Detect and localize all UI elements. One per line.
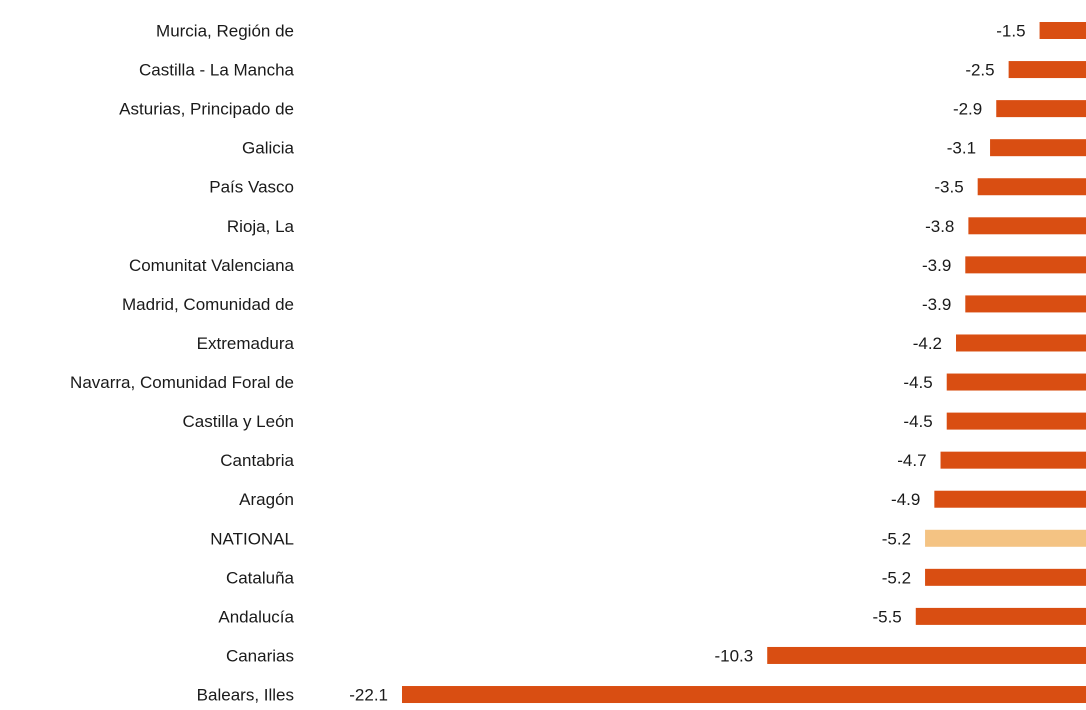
category-label: Cantabria bbox=[220, 451, 294, 470]
data-label: -3.5 bbox=[934, 178, 963, 197]
data-label: -4.7 bbox=[897, 451, 926, 470]
bar bbox=[977, 178, 1086, 196]
category-label: País Vasco bbox=[209, 178, 294, 197]
data-label: -1.5 bbox=[996, 22, 1025, 41]
bar bbox=[946, 412, 1086, 430]
bar bbox=[1008, 61, 1086, 79]
data-label: -4.5 bbox=[903, 412, 932, 431]
category-label: Castilla y León bbox=[182, 412, 294, 431]
category-label: Balears, Illes bbox=[197, 686, 294, 705]
bar bbox=[965, 295, 1086, 313]
bar bbox=[956, 334, 1086, 352]
bar bbox=[996, 100, 1086, 118]
bars bbox=[402, 22, 1086, 704]
data-label: -3.9 bbox=[922, 295, 951, 314]
data-label: -3.1 bbox=[947, 139, 976, 158]
category-label: Comunitat Valenciana bbox=[129, 256, 295, 275]
category-label: Madrid, Comunidad de bbox=[122, 295, 294, 314]
bar bbox=[915, 607, 1086, 625]
category-label: Asturias, Principado de bbox=[119, 100, 294, 119]
data-label: -4.2 bbox=[913, 334, 942, 353]
bar bbox=[940, 451, 1086, 469]
data-label: -5.2 bbox=[882, 568, 911, 587]
data-label: -2.5 bbox=[965, 61, 994, 80]
category-label: Cataluña bbox=[226, 568, 295, 587]
category-label: Extremadura bbox=[197, 334, 295, 353]
category-label: Aragón bbox=[239, 490, 294, 509]
category-labels: Murcia, Región de Castilla - La Mancha Ast… bbox=[70, 22, 294, 705]
bar bbox=[934, 490, 1086, 508]
data-label: -4.5 bbox=[903, 373, 932, 392]
bar bbox=[968, 217, 1086, 235]
bar bbox=[767, 646, 1086, 664]
bar bbox=[925, 568, 1086, 586]
data-label: -3.8 bbox=[925, 217, 954, 236]
data-label: -10.3 bbox=[714, 646, 753, 665]
bar bbox=[925, 529, 1086, 547]
bar bbox=[1039, 22, 1086, 39]
category-label: Canarias bbox=[226, 646, 294, 665]
bar bbox=[990, 139, 1086, 157]
data-label: -4.9 bbox=[891, 490, 920, 509]
category-label: Galicia bbox=[242, 139, 295, 158]
category-label: Murcia, Región de bbox=[156, 22, 294, 41]
category-label: NATIONAL bbox=[210, 529, 294, 548]
data-labels: -1.5 -2.5 -2.9 -3.1 -3.5 -3.8 -3.9 -3.9 -4.2 -4.5… bbox=[349, 22, 1025, 705]
bar bbox=[965, 256, 1086, 274]
category-label: Andalucía bbox=[218, 607, 294, 626]
data-label: -2.9 bbox=[953, 100, 982, 119]
bar bbox=[402, 686, 1086, 704]
category-label: Navarra, Comunidad Foral de bbox=[70, 373, 294, 392]
data-label: -22.1 bbox=[349, 686, 388, 705]
data-label: -5.5 bbox=[872, 607, 901, 626]
bar bbox=[946, 373, 1086, 391]
data-label: -3.9 bbox=[922, 256, 951, 275]
data-label: -5.2 bbox=[882, 529, 911, 548]
category-label: Rioja, La bbox=[227, 217, 295, 236]
category-label: Castilla - La Mancha bbox=[139, 61, 295, 80]
